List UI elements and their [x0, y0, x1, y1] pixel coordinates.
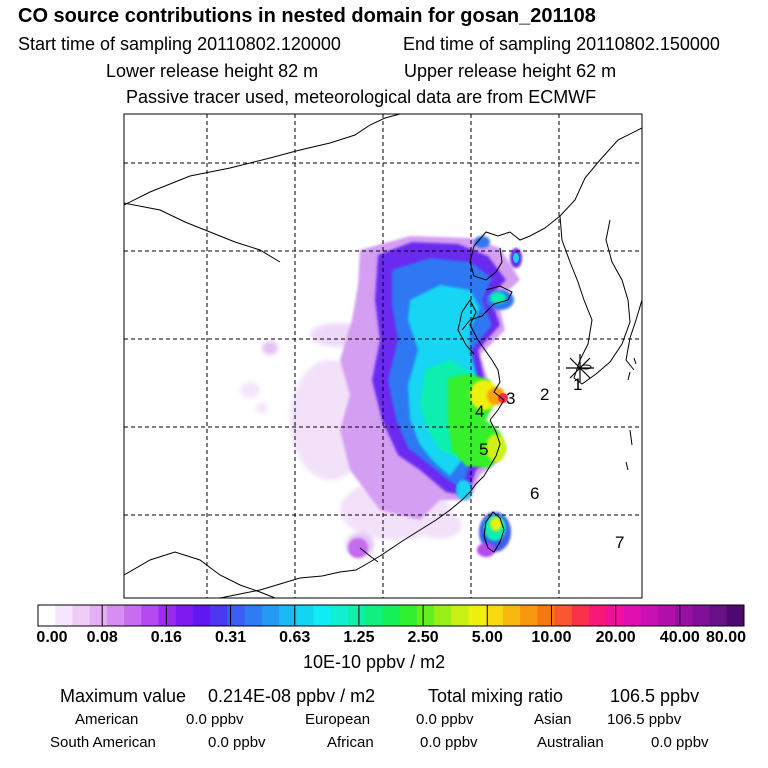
region-label: 6 [530, 484, 539, 503]
colorbar-tick-label: 0.08 [86, 629, 118, 646]
figure-title: CO source contributions in nested domain… [18, 5, 596, 27]
colorbar-swatch [261, 605, 280, 626]
map-frame [123, 113, 643, 599]
colorbar-tick-label: 10.00 [531, 629, 572, 646]
colorbar-swatch [589, 605, 607, 626]
upper-release-height-label: Upper release height 62 m [404, 61, 617, 81]
american-label: American [75, 711, 139, 728]
colorbar-swatch [244, 605, 263, 626]
colorbar-tick-label: 5.00 [471, 629, 503, 646]
african-value: 0.0 ppbv [420, 734, 478, 751]
european-label: European [305, 711, 371, 728]
colorbar-swatch [451, 605, 469, 626]
region-label: 7 [615, 533, 624, 552]
end-time-label: End time of sampling 20110802.150000 [403, 34, 720, 54]
tracer-note: Passive tracer used, meteorological data… [126, 87, 597, 107]
colorbar-swatch [175, 605, 194, 626]
colorbar-swatch [382, 605, 401, 626]
african-label: African [327, 734, 374, 751]
south-american-label: South American [50, 734, 156, 751]
colorbar-frame [37, 604, 745, 627]
region-label: 4 [475, 402, 484, 421]
colorbar-swatch [468, 605, 487, 626]
colorbar-swatch [38, 605, 56, 626]
australian-label: Australian [537, 734, 604, 751]
colorbar-units: 10E-10 ppbv / m2 [303, 652, 446, 672]
max-value-label: Maximum value [60, 686, 187, 706]
colorbar-tick-label: 40.00 [659, 629, 700, 646]
colorbar-swatch [502, 605, 521, 626]
colorbar-swatch [399, 605, 418, 626]
start-time-label: Start time of sampling 20110802.120000 [18, 34, 341, 54]
south-american-value: 0.0 ppbv [208, 734, 266, 751]
colorbar-swatch [210, 605, 228, 626]
colorbar-swatch [554, 605, 573, 626]
coastlines [124, 114, 642, 598]
colorbar-swatch [434, 605, 452, 626]
lower-release-height-label: Lower release height 82 m [106, 61, 319, 81]
graticule [124, 114, 642, 598]
colorbar-swatch [192, 605, 211, 626]
colorbar-swatch [313, 605, 332, 626]
colorbar-swatch [606, 605, 624, 626]
colorbar-tick-label: 0.16 [150, 629, 182, 646]
colorbar-swatch [106, 605, 125, 626]
colorbar-swatch [141, 605, 159, 626]
colorbar-swatch [124, 605, 142, 626]
colorbar-swatch [347, 605, 366, 626]
concentration-field [240, 236, 522, 558]
colorbar-tick-label: 0.31 [214, 629, 247, 646]
colorbar-swatch [726, 605, 745, 626]
total-mixing-label: Total mixing ratio [428, 686, 564, 706]
colorbar-swatch [227, 605, 246, 626]
colorbar-swatch [657, 605, 676, 626]
colorbar-swatch [279, 605, 297, 626]
colorbar-swatch [623, 605, 642, 626]
australian-value: 0.0 ppbv [651, 734, 709, 751]
european-value: 0.0 ppbv [416, 711, 474, 728]
region-label: 2 [540, 385, 549, 404]
colorbar-swatch [296, 605, 314, 626]
region-labels: 1 2 3 4 5 6 7 [475, 375, 624, 552]
colorbar-tick-label: 80.00 [705, 629, 747, 646]
colorbar-tick-label: 0.63 [279, 629, 311, 646]
colorbar-swatch [365, 605, 383, 626]
colorbar-swatch [72, 605, 91, 626]
asian-label: Asian [534, 711, 572, 728]
colorbar-swatch [330, 605, 349, 626]
colorbar-swatch [692, 605, 710, 626]
region-label: 3 [506, 389, 515, 408]
colorbar-tick-label: 1.25 [343, 629, 375, 646]
colorbar-swatch [520, 605, 538, 626]
colorbar-swatch [485, 605, 504, 626]
colorbar-tick-label: 2.50 [407, 629, 439, 646]
region-label: 5 [479, 440, 488, 459]
colorbar [37, 604, 745, 627]
colorbar-swatch [537, 605, 555, 626]
colorbar-tick-label: 0.00 [36, 629, 68, 646]
colorbar-tick-label: 20.00 [595, 629, 636, 646]
region-label: 1 [573, 375, 582, 394]
colorbar-swatch [675, 605, 693, 626]
colorbar-swatch [709, 605, 728, 626]
total-mixing-value: 106.5 ppbv [610, 686, 700, 706]
asian-value: 106.5 ppbv [607, 711, 682, 728]
colorbar-swatch [416, 605, 435, 626]
american-value: 0.0 ppbv [186, 711, 244, 728]
colorbar-swatch [89, 605, 108, 626]
colorbar-swatch [158, 605, 177, 626]
colorbar-swatch [571, 605, 590, 626]
colorbar-swatch [640, 605, 659, 626]
receptor-marker [566, 354, 594, 382]
colorbar-swatch [55, 605, 73, 626]
max-value: 0.214E-08 ppbv / m2 [208, 686, 376, 706]
